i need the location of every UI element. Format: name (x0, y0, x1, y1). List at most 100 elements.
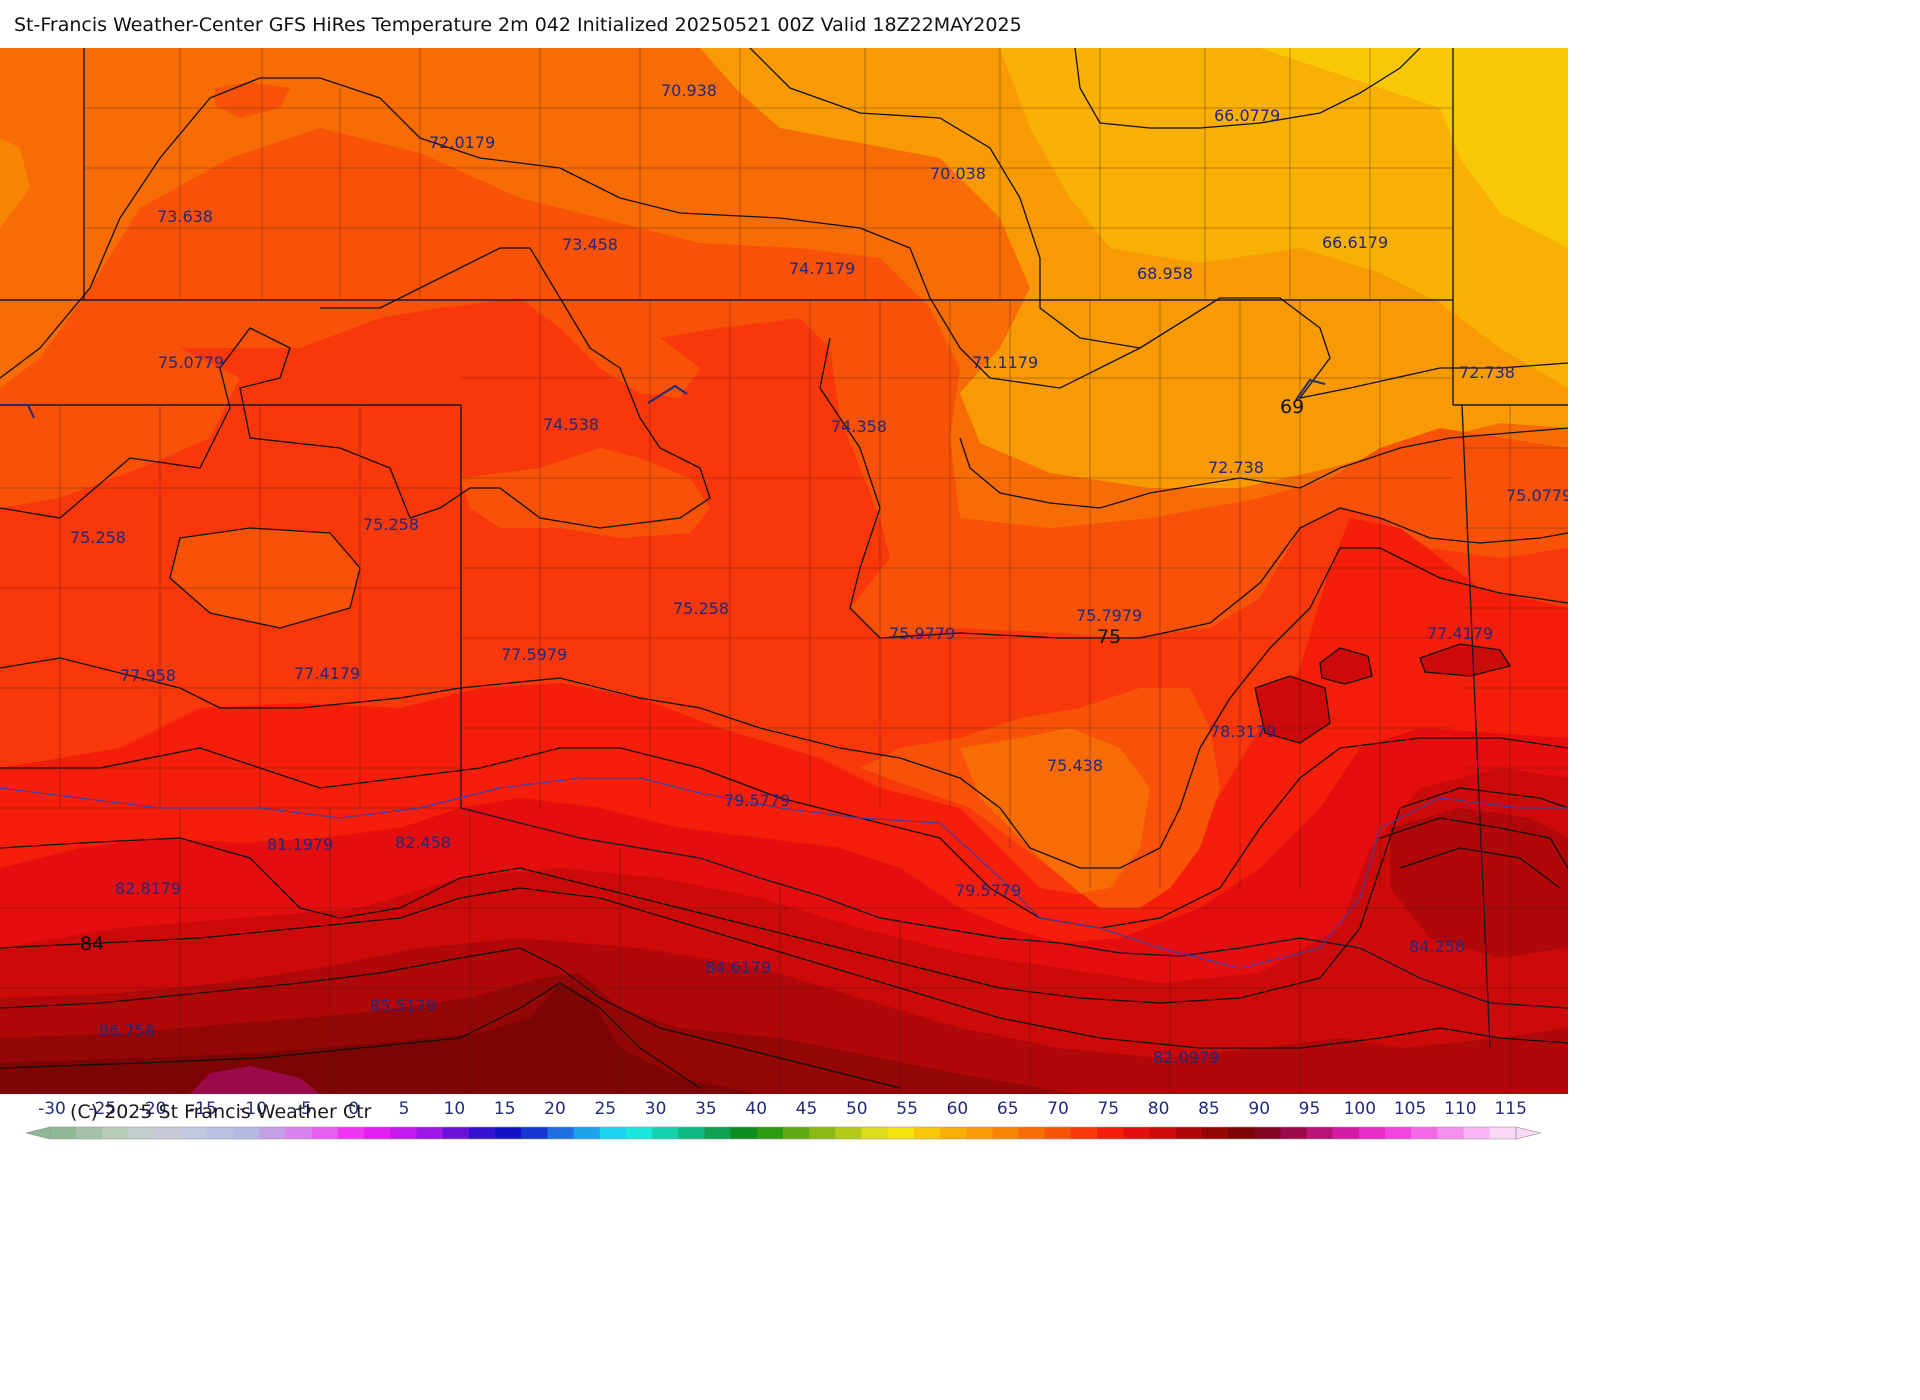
colorbar-swatch (128, 1127, 156, 1139)
nw-island (215, 82, 290, 118)
colorbar-tick-label: -15 (189, 1099, 217, 1119)
temp-label: 77.4179 (294, 664, 360, 683)
colorbar-low-arrow (25, 1126, 51, 1140)
temp-label: 74.7179 (789, 259, 855, 278)
colorbar-swatch (573, 1127, 601, 1139)
temp-label: 73.638 (157, 207, 213, 226)
temp-label: 77.4179 (1427, 624, 1493, 643)
temp-label: 75.258 (363, 515, 419, 534)
copyright-notice: (C) 2025 St Francis Weather Ctr (70, 1101, 372, 1123)
colorbar-swatch (1280, 1127, 1308, 1139)
colorbar-swatch (625, 1127, 653, 1139)
colorbar-swatch (1201, 1127, 1229, 1139)
colorbar-swatch (207, 1127, 234, 1139)
colorbar-tick-label: 100 (1344, 1099, 1376, 1119)
contour-label: 84 (80, 933, 104, 955)
colorbar-swatch (154, 1127, 182, 1139)
temp-label: 75.258 (673, 599, 729, 618)
band-60-62 (1260, 48, 1568, 248)
colorbar-swatch (311, 1127, 339, 1139)
colorbar-tick-label: 105 (1394, 1099, 1426, 1119)
colorbar-swatch (442, 1127, 470, 1139)
colorbar-swatch (1463, 1127, 1491, 1139)
isotherm-contours (0, 48, 1568, 1089)
colorbar-swatch (259, 1127, 287, 1139)
band-93-96 (0, 983, 760, 1094)
contour-label: 75 (1097, 626, 1121, 648)
temp-label: 75.7979 (1076, 606, 1142, 625)
colorbar-tick-label: 110 (1444, 1099, 1476, 1119)
colorbar-tick-label: 65 (997, 1099, 1019, 1119)
colorbar-tick-label: 115 (1494, 1099, 1526, 1119)
east-island2 (1320, 648, 1372, 684)
band-hot-core (190, 1066, 320, 1094)
east-island (1255, 676, 1330, 743)
purple-contour (0, 777, 1568, 969)
temp-label: 77.5979 (501, 645, 567, 664)
temp-label: 72.738 (1208, 458, 1264, 477)
colorbar-tick-label: 5 (399, 1099, 410, 1119)
temp-label: 82.8179 (115, 879, 181, 898)
temp-label: 66.0779 (1214, 106, 1280, 125)
temp-label: 75.258 (70, 528, 126, 547)
colorbar-tick-label: -20 (139, 1099, 167, 1119)
east-island3 (1420, 644, 1510, 676)
colorbar-swatch (1070, 1127, 1098, 1139)
colorbar-tick-label: 75 (1097, 1099, 1119, 1119)
temp-label: 72.0179 (429, 133, 495, 152)
temp-label: 72.738 (1459, 363, 1515, 382)
colorbar-swatch (1385, 1127, 1412, 1139)
colorbar-swatch (1306, 1127, 1334, 1139)
temp-label: 86.758 (99, 1021, 155, 1040)
colorbar-swatch (1097, 1127, 1124, 1139)
colorbar-swatch (1149, 1127, 1177, 1139)
temp-label: 77.958 (120, 666, 176, 685)
colorbar-tick-label: 85 (1198, 1099, 1220, 1119)
colorbar-tick-label: 25 (594, 1099, 616, 1119)
wind-barbs (0, 378, 1326, 419)
temp-label: 75.0779 (158, 353, 224, 372)
colorbar-swatch (1254, 1127, 1281, 1139)
colorbar-swatch (783, 1127, 810, 1139)
colorbar-swatch (1123, 1127, 1151, 1139)
colorbar-swatch (102, 1127, 130, 1139)
temp-label: 70.938 (661, 81, 717, 100)
colorbar-high-arrow (1515, 1126, 1542, 1140)
colorbar-swatch (468, 1127, 496, 1139)
colorbar-swatch (1018, 1127, 1046, 1139)
colorbar-swatch (547, 1127, 575, 1139)
colorbar-tick-label: 10 (444, 1099, 466, 1119)
colorbar-tick-label: 60 (947, 1099, 969, 1119)
colorbar-swatch (521, 1127, 548, 1139)
temp-label: 79.5779 (724, 791, 790, 810)
colorbar-tick-label: -30 (38, 1099, 66, 1119)
temp-label: 82.458 (395, 833, 451, 852)
temperature-colorbar: -30 -25 -20 -15 -10 -5 0 5 10 15 20 25 30 35 40 45 50 55 6… (25, 1099, 1542, 1140)
map-fill-layers (0, 48, 1568, 1094)
colorbar-tick-label: 80 (1148, 1099, 1170, 1119)
colorbar-swatch (835, 1127, 863, 1139)
temp-label: 75.0779 (1506, 486, 1568, 505)
colorbar-swatch (756, 1127, 784, 1139)
temp-label: 68.958 (1137, 264, 1193, 283)
colorbar-swatch (1332, 1127, 1360, 1139)
colorbar-tick-label: 0 (348, 1099, 359, 1119)
colorbar-swatches (25, 1126, 1542, 1140)
colorbar-tick-label: 30 (645, 1099, 667, 1119)
temp-label: 66.6179 (1322, 233, 1388, 252)
colorbar-swatch (390, 1127, 418, 1139)
colorbar-swatch (1411, 1127, 1439, 1139)
colorbar-swatch (678, 1127, 706, 1139)
colorbar-tick-label: 45 (796, 1099, 818, 1119)
island-orange-2 (460, 448, 710, 538)
colorbar-tick-labels: -30 -25 -20 -15 -10 -5 0 5 10 15 20 25 30 35 40 45 50 55 6… (38, 1099, 1527, 1119)
colorbar-tick-label: 20 (544, 1099, 566, 1119)
colorbar-swatch (233, 1127, 261, 1139)
colorbar-swatch (913, 1127, 941, 1139)
temp-label: 79.5779 (955, 881, 1021, 900)
colorbar-tick-label: -25 (88, 1099, 116, 1119)
colorbar-swatch (940, 1127, 967, 1139)
colorbar-swatch (887, 1127, 915, 1139)
colorbar-tick-label: 50 (846, 1099, 868, 1119)
colorbar-swatch (76, 1127, 103, 1139)
